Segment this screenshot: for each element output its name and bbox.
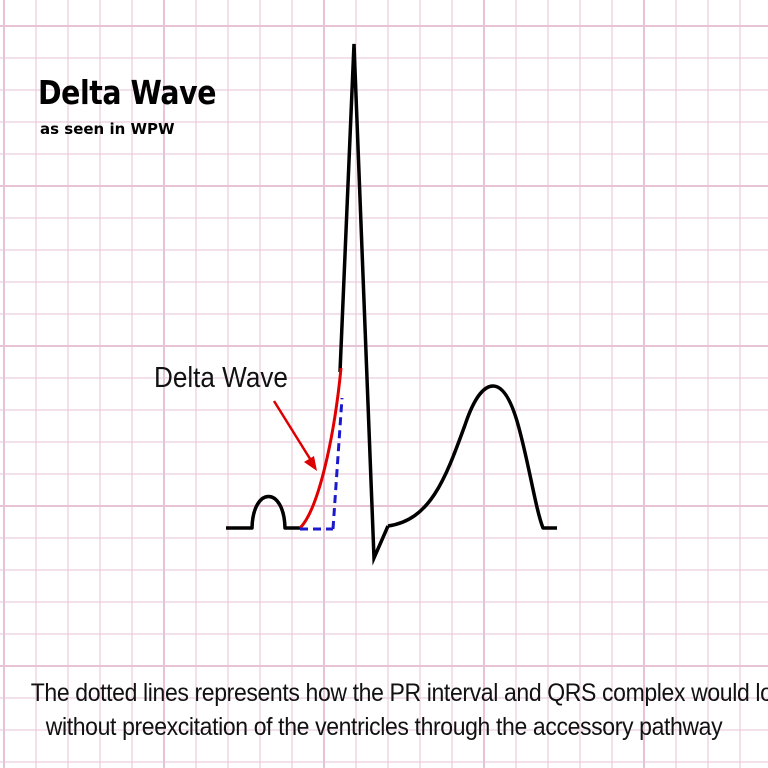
t-wave bbox=[387, 384, 557, 530]
arrow-head-icon bbox=[304, 456, 317, 471]
diagram-title: Delta Wave bbox=[38, 73, 217, 112]
caption-line-1: The dotted lines represents how the PR i… bbox=[30, 679, 768, 707]
delta-wave-label: Delta Wave bbox=[154, 362, 288, 394]
diagram-caption: The dotted lines represents how the PR i… bbox=[0, 676, 768, 744]
p-wave bbox=[226, 495, 300, 530]
diagram-subtitle: as seen in WPW bbox=[40, 120, 175, 138]
dotted-qrs-upstroke bbox=[331, 397, 344, 530]
annotation-arrow-line bbox=[272, 400, 314, 463]
caption-line-2: without preexcitation of the ventricles … bbox=[45, 713, 723, 741]
qrs-complex bbox=[338, 43, 390, 566]
delta-wave-curve bbox=[298, 367, 343, 530]
